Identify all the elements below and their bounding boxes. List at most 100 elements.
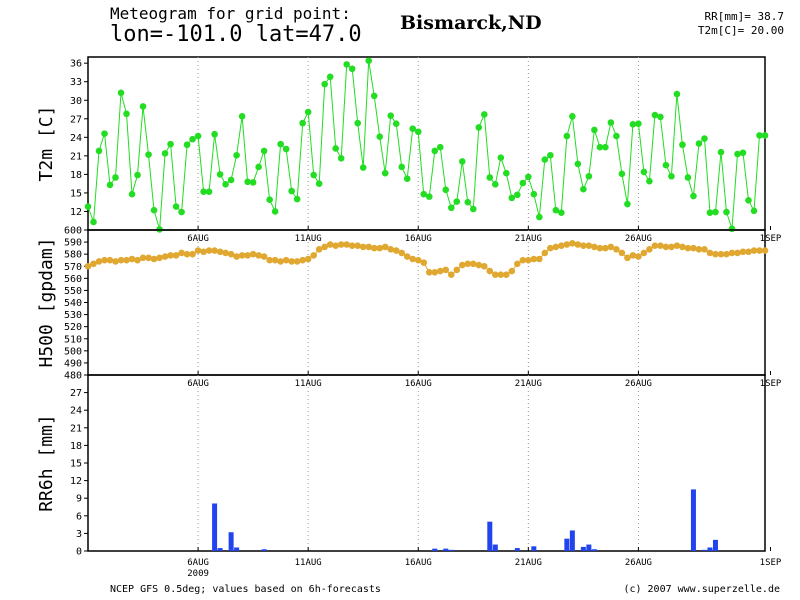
temperature-point	[657, 113, 664, 121]
temperature-point	[640, 168, 648, 176]
temperature-point	[761, 132, 769, 139]
geopotential-point	[260, 253, 268, 260]
geopotential-point	[139, 254, 147, 262]
geopotential-point	[673, 242, 681, 250]
temperature-point	[84, 203, 92, 210]
temperature-point	[447, 204, 455, 212]
temperature-point	[558, 209, 565, 216]
temperature-point	[596, 143, 604, 151]
geopotential-point	[398, 249, 406, 257]
temperature-point	[607, 119, 615, 126]
geopotential-point	[189, 250, 196, 258]
temperature-point	[508, 194, 516, 202]
geopotential-ytick-label: 590	[64, 238, 82, 249]
precip-bar	[217, 548, 223, 551]
temperature-point	[552, 206, 560, 214]
geopotential-point	[613, 246, 620, 253]
geopotential-point	[321, 243, 328, 251]
temperature-point	[288, 187, 295, 195]
temperature-point	[690, 192, 697, 200]
temperature-point	[117, 89, 125, 97]
geopotential-xtick-label: 6AUG	[187, 234, 209, 244]
temperature-point	[602, 143, 609, 151]
precipitation-xtick-label: 21AUG	[515, 379, 542, 389]
temperature-point	[486, 174, 494, 181]
temperature-point	[90, 218, 97, 226]
temperature-point	[370, 92, 378, 100]
temperature-point	[750, 207, 758, 215]
geopotential-point	[178, 249, 185, 257]
temperature-ytick-label: 18	[70, 170, 82, 181]
temperature-point	[376, 133, 384, 141]
temperature-point	[547, 151, 554, 159]
geopotential-point	[343, 241, 350, 248]
geopotential-point	[255, 252, 262, 259]
geopotential-ytick-label: 570	[64, 262, 82, 273]
precipitation-xtick-label: 1SEP	[760, 379, 782, 389]
temperature-ytick-label: 27	[70, 114, 82, 125]
precipitation-ytick-label: 18	[70, 441, 82, 452]
geopotential-point	[315, 246, 323, 253]
geopotential-point	[635, 253, 642, 260]
precipitation-ytick-label: 15	[70, 459, 82, 470]
date-axis-label: 1SEP	[760, 558, 782, 568]
temperature-point	[381, 169, 389, 177]
geopotential-point	[425, 268, 433, 276]
precip-bar	[234, 547, 240, 551]
precipitation-xtick-label: 6AUG	[187, 379, 209, 389]
temperature-point	[161, 150, 169, 157]
temperature-point	[695, 140, 703, 147]
precipitation-xtick-label: 16AUG	[405, 379, 432, 389]
temperature-point	[244, 178, 251, 186]
precip-bar	[432, 548, 438, 551]
temperature-point	[123, 110, 130, 118]
temperature-ytick-label: 21	[70, 151, 82, 162]
temperature-point	[525, 173, 532, 181]
precipitation-ytick-label: 21	[70, 423, 82, 434]
precip-bar	[443, 548, 449, 551]
temperature-point	[304, 108, 312, 116]
station-name: Bismarck,ND	[400, 12, 542, 34]
temperature-ytick-label: 24	[70, 133, 82, 144]
geopotential-point	[618, 249, 626, 257]
geopotential-point	[712, 250, 719, 258]
precip-bar	[448, 549, 454, 551]
geopotential-point	[167, 252, 174, 259]
geopotential-point	[106, 256, 114, 264]
temperature-point	[167, 140, 174, 148]
geopotential-ytick-label: 560	[64, 274, 82, 285]
date-axis-label: 26AUG	[625, 558, 652, 568]
temperature-mean: T2m[C]= 20.00	[697, 24, 784, 37]
geopotential-point	[95, 258, 103, 265]
geopotential-point	[624, 254, 631, 262]
precipitation-ytick-label: 9	[76, 494, 82, 505]
geopotential-point	[310, 252, 317, 259]
temperature-point	[332, 145, 339, 152]
precipitation-ytick-label: 12	[70, 476, 82, 487]
geopotential-point	[194, 247, 202, 254]
geopotential-point	[271, 256, 279, 264]
temperature-point	[646, 177, 653, 185]
geopotential-point	[503, 271, 510, 279]
precipitation-ytick-label: 27	[70, 388, 82, 399]
geopotential-point	[547, 244, 554, 252]
temperature-point	[712, 208, 719, 216]
geopotential-point	[629, 252, 637, 259]
geopotential-point	[409, 255, 417, 263]
temperature-point	[436, 143, 444, 151]
temperature-point	[211, 130, 218, 138]
geopotential-point	[156, 254, 163, 262]
temperature-point	[348, 65, 356, 73]
geopotential-ytick-label: 530	[64, 310, 82, 321]
geopotential-xtick-label: 11AUG	[295, 234, 322, 244]
year-label: 2009	[187, 569, 209, 579]
geopotential-point	[486, 267, 494, 275]
geopotential-point	[447, 271, 455, 279]
temperature-point	[321, 80, 328, 88]
precip-total: RR[mm]= 38.7	[704, 10, 784, 23]
temperature-point	[95, 147, 103, 155]
geopotential-point	[381, 243, 389, 251]
temperature-point	[536, 213, 543, 221]
geopotential-point	[646, 246, 653, 253]
temperature-point	[227, 176, 235, 184]
